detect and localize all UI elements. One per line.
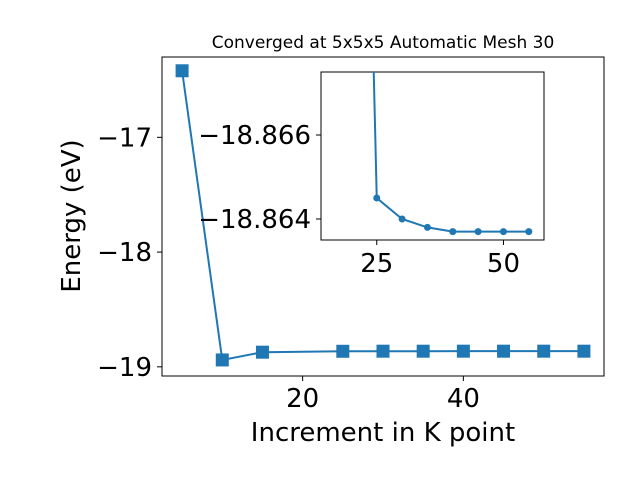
inset-data-point — [449, 228, 457, 236]
inset-data-point — [474, 228, 482, 236]
inset-data-point — [423, 223, 431, 231]
main-x-tick-label: 20 — [286, 384, 319, 414]
main-plot-frame — [161, 56, 605, 377]
inset-data-point — [499, 228, 507, 236]
inset-plot-background — [320, 71, 545, 241]
main-data-point — [255, 345, 269, 359]
main-data-point — [577, 344, 591, 358]
main-x-axis-label: Increment in K point — [251, 418, 515, 448]
main-y-tick-label: −19 — [97, 353, 152, 383]
main-data-point — [497, 344, 511, 358]
inset-y-tick-label: −18.866 — [198, 121, 311, 151]
main-series-line — [181, 70, 584, 362]
inset-y-tick-label: −18.864 — [198, 205, 311, 235]
inset-data-point — [373, 194, 381, 202]
inset-x-tick-label: 25 — [360, 249, 393, 279]
main-data-point — [215, 353, 229, 367]
main-y-tick-label: −18 — [97, 238, 152, 268]
main-y-axis-label: Energy (eV) — [57, 139, 87, 292]
inset-series-line — [372, 72, 529, 233]
main-data-point — [336, 344, 350, 358]
main-data-point — [456, 344, 470, 358]
main-data-point — [537, 344, 551, 358]
inset-data-point — [525, 228, 533, 236]
main-data-point — [175, 64, 189, 78]
main-chart-title: Converged at 5x5x5 Automatic Mesh 30 — [212, 33, 555, 53]
inset-x-tick-label: 50 — [487, 249, 520, 279]
main-data-point — [416, 344, 430, 358]
main-y-tick-label: −17 — [97, 123, 152, 153]
main-x-tick-label: 40 — [447, 384, 480, 414]
inset-data-point — [398, 215, 406, 223]
main-data-point — [376, 344, 390, 358]
